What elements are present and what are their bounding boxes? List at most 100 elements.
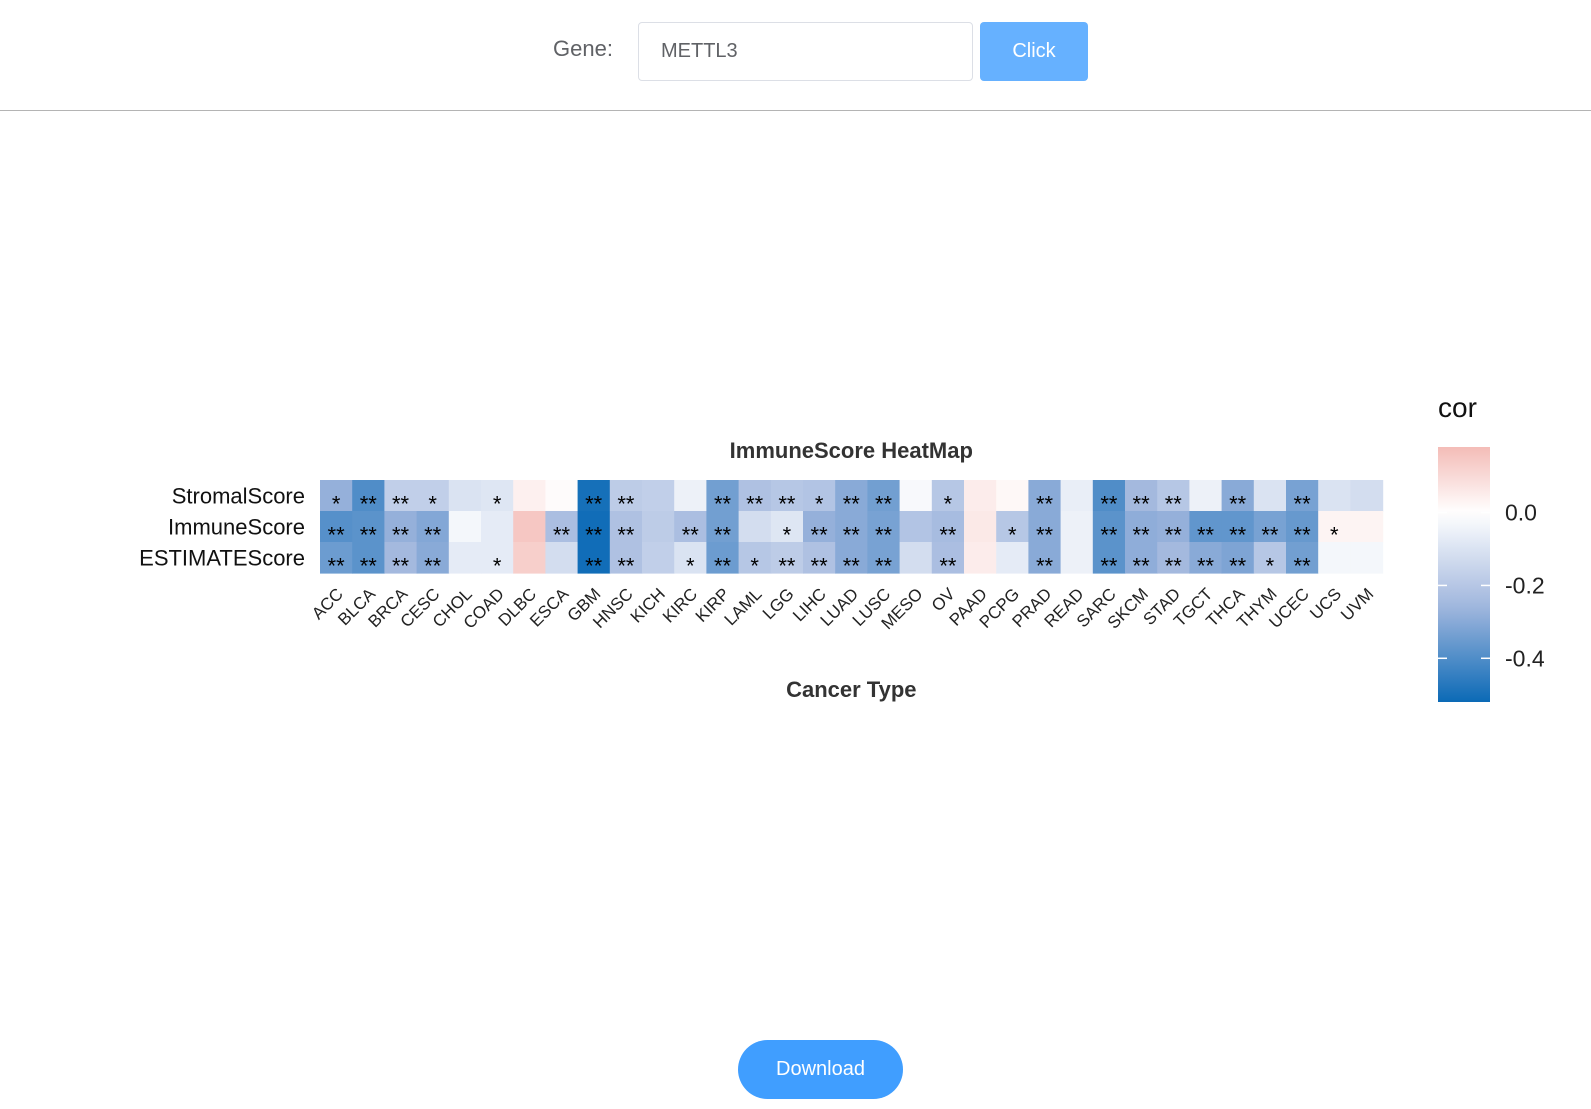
- heatmap-cell: [577, 511, 611, 543]
- significance-mark: **: [939, 554, 957, 579]
- heatmap-cell: [545, 480, 579, 512]
- significance-mark: **: [328, 554, 346, 579]
- heatmap-cell: [1125, 511, 1158, 543]
- significance-mark: *: [1008, 523, 1017, 548]
- significance-mark: **: [360, 554, 378, 579]
- heatmap-cell: [899, 480, 933, 512]
- heatmap-cell: [384, 542, 418, 574]
- significance-mark: **: [1100, 523, 1118, 548]
- heatmap-cell: [481, 542, 514, 574]
- click-button[interactable]: Click: [980, 22, 1088, 81]
- significance-mark: **: [424, 554, 442, 579]
- heatmap-cell: [609, 480, 643, 512]
- heatmap-cell: [1221, 542, 1255, 574]
- heatmap-cell: [770, 542, 804, 574]
- heatmap-cell: [352, 480, 385, 512]
- significance-mark: **: [360, 523, 378, 548]
- heatmap-cell: [1318, 511, 1351, 543]
- significance-mark: **: [392, 554, 410, 579]
- significance-mark: **: [682, 523, 700, 548]
- heatmap-cell: [1253, 542, 1287, 574]
- significance-mark: **: [778, 492, 796, 517]
- heatmap-cell: [770, 511, 804, 543]
- heatmap-cell: [1060, 511, 1094, 543]
- x-tick-label: KIRC: [659, 584, 701, 626]
- significance-mark: **: [617, 523, 635, 548]
- gene-input[interactable]: [638, 22, 973, 81]
- significance-mark: *: [1330, 523, 1339, 548]
- heatmap-cell: [1028, 511, 1062, 543]
- heatmap-cell: [481, 511, 514, 543]
- heatmap-cell: [1125, 542, 1158, 574]
- significance-mark: **: [328, 523, 346, 548]
- heatmap-cell: [706, 542, 740, 574]
- heatmap-cell: [448, 511, 482, 543]
- heatmap-cell: [1350, 511, 1384, 543]
- download-button[interactable]: Download: [738, 1040, 903, 1099]
- significance-mark: **: [875, 523, 893, 548]
- heatmap-cell: [320, 542, 353, 574]
- heatmap-cell: [674, 511, 707, 543]
- heatmap-cell: [513, 480, 546, 512]
- heatmap-cell: [1157, 511, 1190, 543]
- heatmap-cell: [642, 511, 675, 543]
- significance-mark: **: [714, 554, 732, 579]
- significance-mark: **: [1133, 492, 1151, 517]
- heatmap-cell: [931, 511, 965, 543]
- significance-mark: **: [617, 554, 635, 579]
- heatmap-cell: [803, 511, 836, 543]
- heatmap-cell: [1350, 480, 1384, 512]
- significance-mark: **: [1261, 523, 1279, 548]
- heatmap-cell: [1028, 480, 1062, 512]
- significance-mark: **: [875, 554, 893, 579]
- heatmap-cell: [931, 542, 965, 574]
- significance-mark: **: [939, 523, 957, 548]
- heatmap-cell: [352, 511, 385, 543]
- significance-mark: **: [1036, 554, 1054, 579]
- heatmap-cell: [964, 511, 997, 543]
- significance-mark: **: [1165, 523, 1183, 548]
- heatmap-cell: [770, 480, 804, 512]
- heatmap-cell: [545, 542, 579, 574]
- heatmap-cell: [835, 511, 868, 543]
- heatmap-cell: [1253, 480, 1287, 512]
- heatmap-cell: [931, 480, 965, 512]
- heatmap-cell: [738, 542, 772, 574]
- heatmap-cell: [384, 480, 418, 512]
- significance-mark: **: [714, 492, 732, 517]
- heatmap-cell: [1350, 542, 1384, 574]
- heatmap-cell: [1221, 480, 1255, 512]
- heatmap-cell: [803, 480, 836, 512]
- legend-tick-label: 0.0: [1505, 500, 1537, 526]
- significance-mark: *: [815, 492, 824, 517]
- heatmap-cell: [1189, 480, 1223, 512]
- heatmap-cell: [964, 542, 997, 574]
- significance-mark: **: [1133, 554, 1151, 579]
- heatmap-cell: [416, 480, 450, 512]
- significance-mark: **: [811, 554, 829, 579]
- significance-mark: *: [493, 554, 502, 579]
- legend-colorbar: [1438, 447, 1490, 702]
- heatmap-cell: [609, 542, 643, 574]
- significance-mark: **: [1197, 523, 1215, 548]
- significance-mark: **: [843, 554, 861, 579]
- significance-mark: **: [1036, 492, 1054, 517]
- significance-mark: **: [1229, 492, 1247, 517]
- gene-label: Gene:: [553, 36, 613, 61]
- significance-mark: *: [1266, 554, 1275, 579]
- significance-mark: **: [1294, 492, 1312, 517]
- heatmap-cell: [1318, 480, 1351, 512]
- significance-mark: **: [875, 492, 893, 517]
- x-tick-label: KICH: [627, 584, 669, 626]
- significance-mark: **: [617, 492, 635, 517]
- heatmap-cell: [642, 542, 675, 574]
- heatmap-cell: [996, 511, 1029, 543]
- heatmap-cell: [1125, 480, 1158, 512]
- significance-mark: **: [1229, 523, 1247, 548]
- heatmap-cell: [609, 511, 643, 543]
- heatmap-cell: [642, 480, 675, 512]
- heatmap-cell: [867, 542, 901, 574]
- x-tick-label: LGG: [759, 584, 798, 623]
- heatmap-cell: [803, 542, 836, 574]
- heatmap-cell: [1092, 480, 1126, 512]
